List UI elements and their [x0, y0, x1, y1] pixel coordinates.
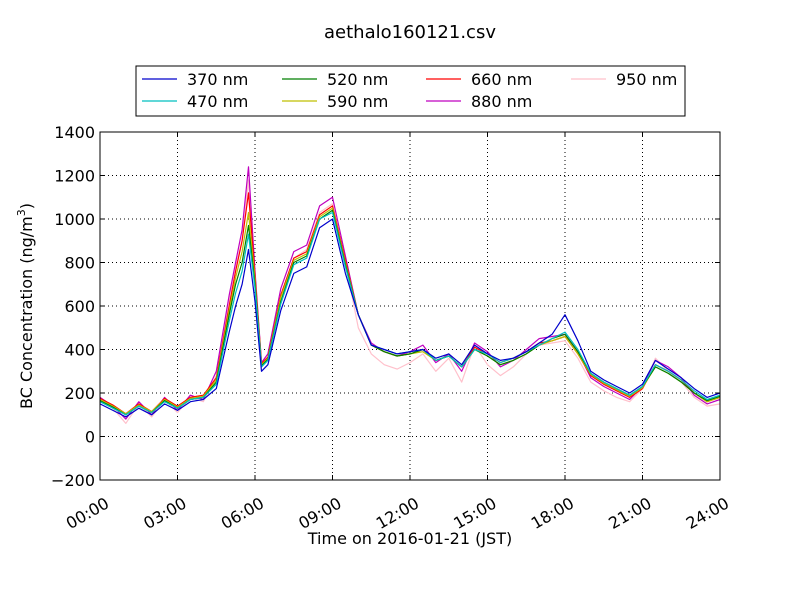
series-layer: [99, 166, 721, 424]
legend-items: 370 nm 470 nm 520 nm 590 nm 660 nm 880 nm 950 …: [142, 70, 677, 111]
y-tick-label: 1400: [54, 123, 95, 142]
legend: 370 nm 470 nm 520 nm 590 nm 660 nm 880 nm 950 …: [135, 65, 686, 117]
legend-label: 470 nm: [187, 92, 248, 111]
y-tick-label: −200: [51, 471, 95, 490]
x-axis-label: Time on 2016-01-21 (JST): [307, 529, 512, 548]
y-axis-label-tail: ): [17, 203, 36, 209]
series-line-370-nm: [99, 218, 721, 418]
y-tick-labels: −200 0 200 400 600 800 1000 1200 1400: [51, 123, 95, 490]
legend-label: 660 nm: [471, 70, 532, 89]
legend-label: 950 nm: [616, 70, 677, 89]
legend-label: 880 nm: [471, 92, 532, 111]
chart-title: aethalo160121.csv: [324, 22, 496, 43]
ticks: [99, 131, 721, 481]
y-tick-label: 600: [64, 297, 95, 316]
y-axis-label: BC Concentration (ng/m3): [15, 203, 36, 409]
legend-label: 520 nm: [327, 70, 388, 89]
y-tick-label: 1200: [54, 167, 95, 186]
y-tick-label: 400: [64, 341, 95, 360]
y-axis-label-main: BC Concentration (ng/m: [17, 216, 36, 409]
y-tick-label: 1000: [54, 210, 95, 229]
y-axis-label-superscript: 3: [15, 209, 28, 216]
y-tick-label: 0: [85, 428, 95, 447]
y-tick-label: 200: [64, 384, 95, 403]
legend-label: 590 nm: [327, 92, 388, 111]
legend-label: 370 nm: [187, 70, 248, 89]
y-tick-label: 800: [64, 254, 95, 273]
legend-frame: [135, 65, 686, 117]
